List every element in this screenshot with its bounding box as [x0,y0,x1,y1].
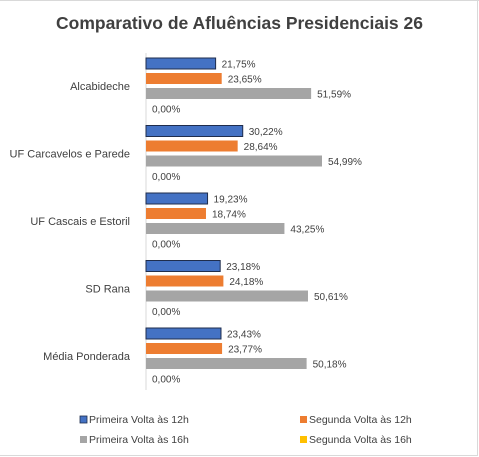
bar [145,327,222,340]
data-label: 18,74% [212,210,246,221]
data-label: 24,18% [229,277,263,288]
legend-swatch [300,436,307,443]
bar [145,125,244,137]
data-label: 50,18% [313,360,347,371]
bar [146,73,222,84]
data-label: 54,99% [328,157,362,168]
bar [146,140,238,152]
legend-label: Primeira Volta às 16h [89,434,189,446]
bar [146,290,308,302]
data-label: 23,43% [227,330,261,341]
category-label: Alcabideche [70,81,130,93]
data-label: 19,23% [214,195,248,206]
chart-title: Comparativo de Afluências Presidenciais … [56,13,423,33]
data-label: 28,64% [244,142,278,153]
category-label: Média Ponderada [43,351,131,363]
bar [146,343,223,354]
data-label: 50,61% [314,292,348,303]
data-label: 21,75% [222,60,256,71]
data-label: 0,00% [152,240,180,251]
data-label: 23,18% [226,262,260,273]
bar [146,275,224,287]
bar [146,358,307,369]
legend-swatch [80,436,87,443]
category-label: SD Rana [85,284,131,296]
data-label: 0,00% [152,105,180,116]
data-label: 23,77% [228,345,262,356]
bar [145,57,217,70]
legend-label: Segunda Volta às 16h [309,434,412,446]
data-label: 0,00% [152,375,180,386]
bar [146,208,206,219]
legend-label: Primeira Volta às 12h [89,414,189,426]
data-label: 51,59% [317,90,351,101]
bar [146,88,312,99]
bar [145,260,221,272]
bar [146,155,322,167]
data-label: 43,25% [290,225,324,236]
bar [146,223,285,234]
data-label: 0,00% [152,172,180,183]
legend-label: Segunda Volta às 12h [309,414,412,426]
category-label: UF Cascais e Estoril [30,216,130,228]
legend-swatch [300,416,307,423]
data-label: 30,22% [249,127,283,138]
legend-swatch [79,415,88,424]
chart-top-border [0,0,479,1]
bar [145,192,209,205]
category-label: UF Carcavelos e Parede [10,149,130,161]
data-label: 0,00% [152,307,180,318]
data-label: 23,65% [228,75,262,86]
